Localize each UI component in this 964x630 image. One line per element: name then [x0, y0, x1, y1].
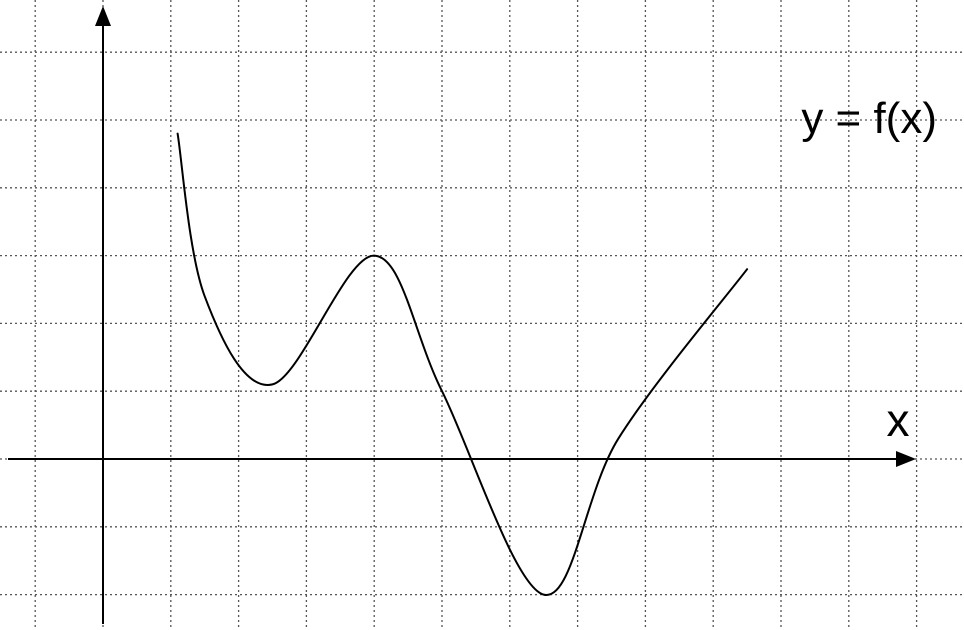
x-axis-arrow-icon — [896, 451, 916, 467]
y-axis-arrow-icon — [95, 6, 111, 26]
function-curve — [176, 132, 749, 596]
x-axis-label: x — [887, 394, 910, 446]
axes — [8, 6, 916, 624]
function-label: y = f(x) — [801, 94, 937, 143]
